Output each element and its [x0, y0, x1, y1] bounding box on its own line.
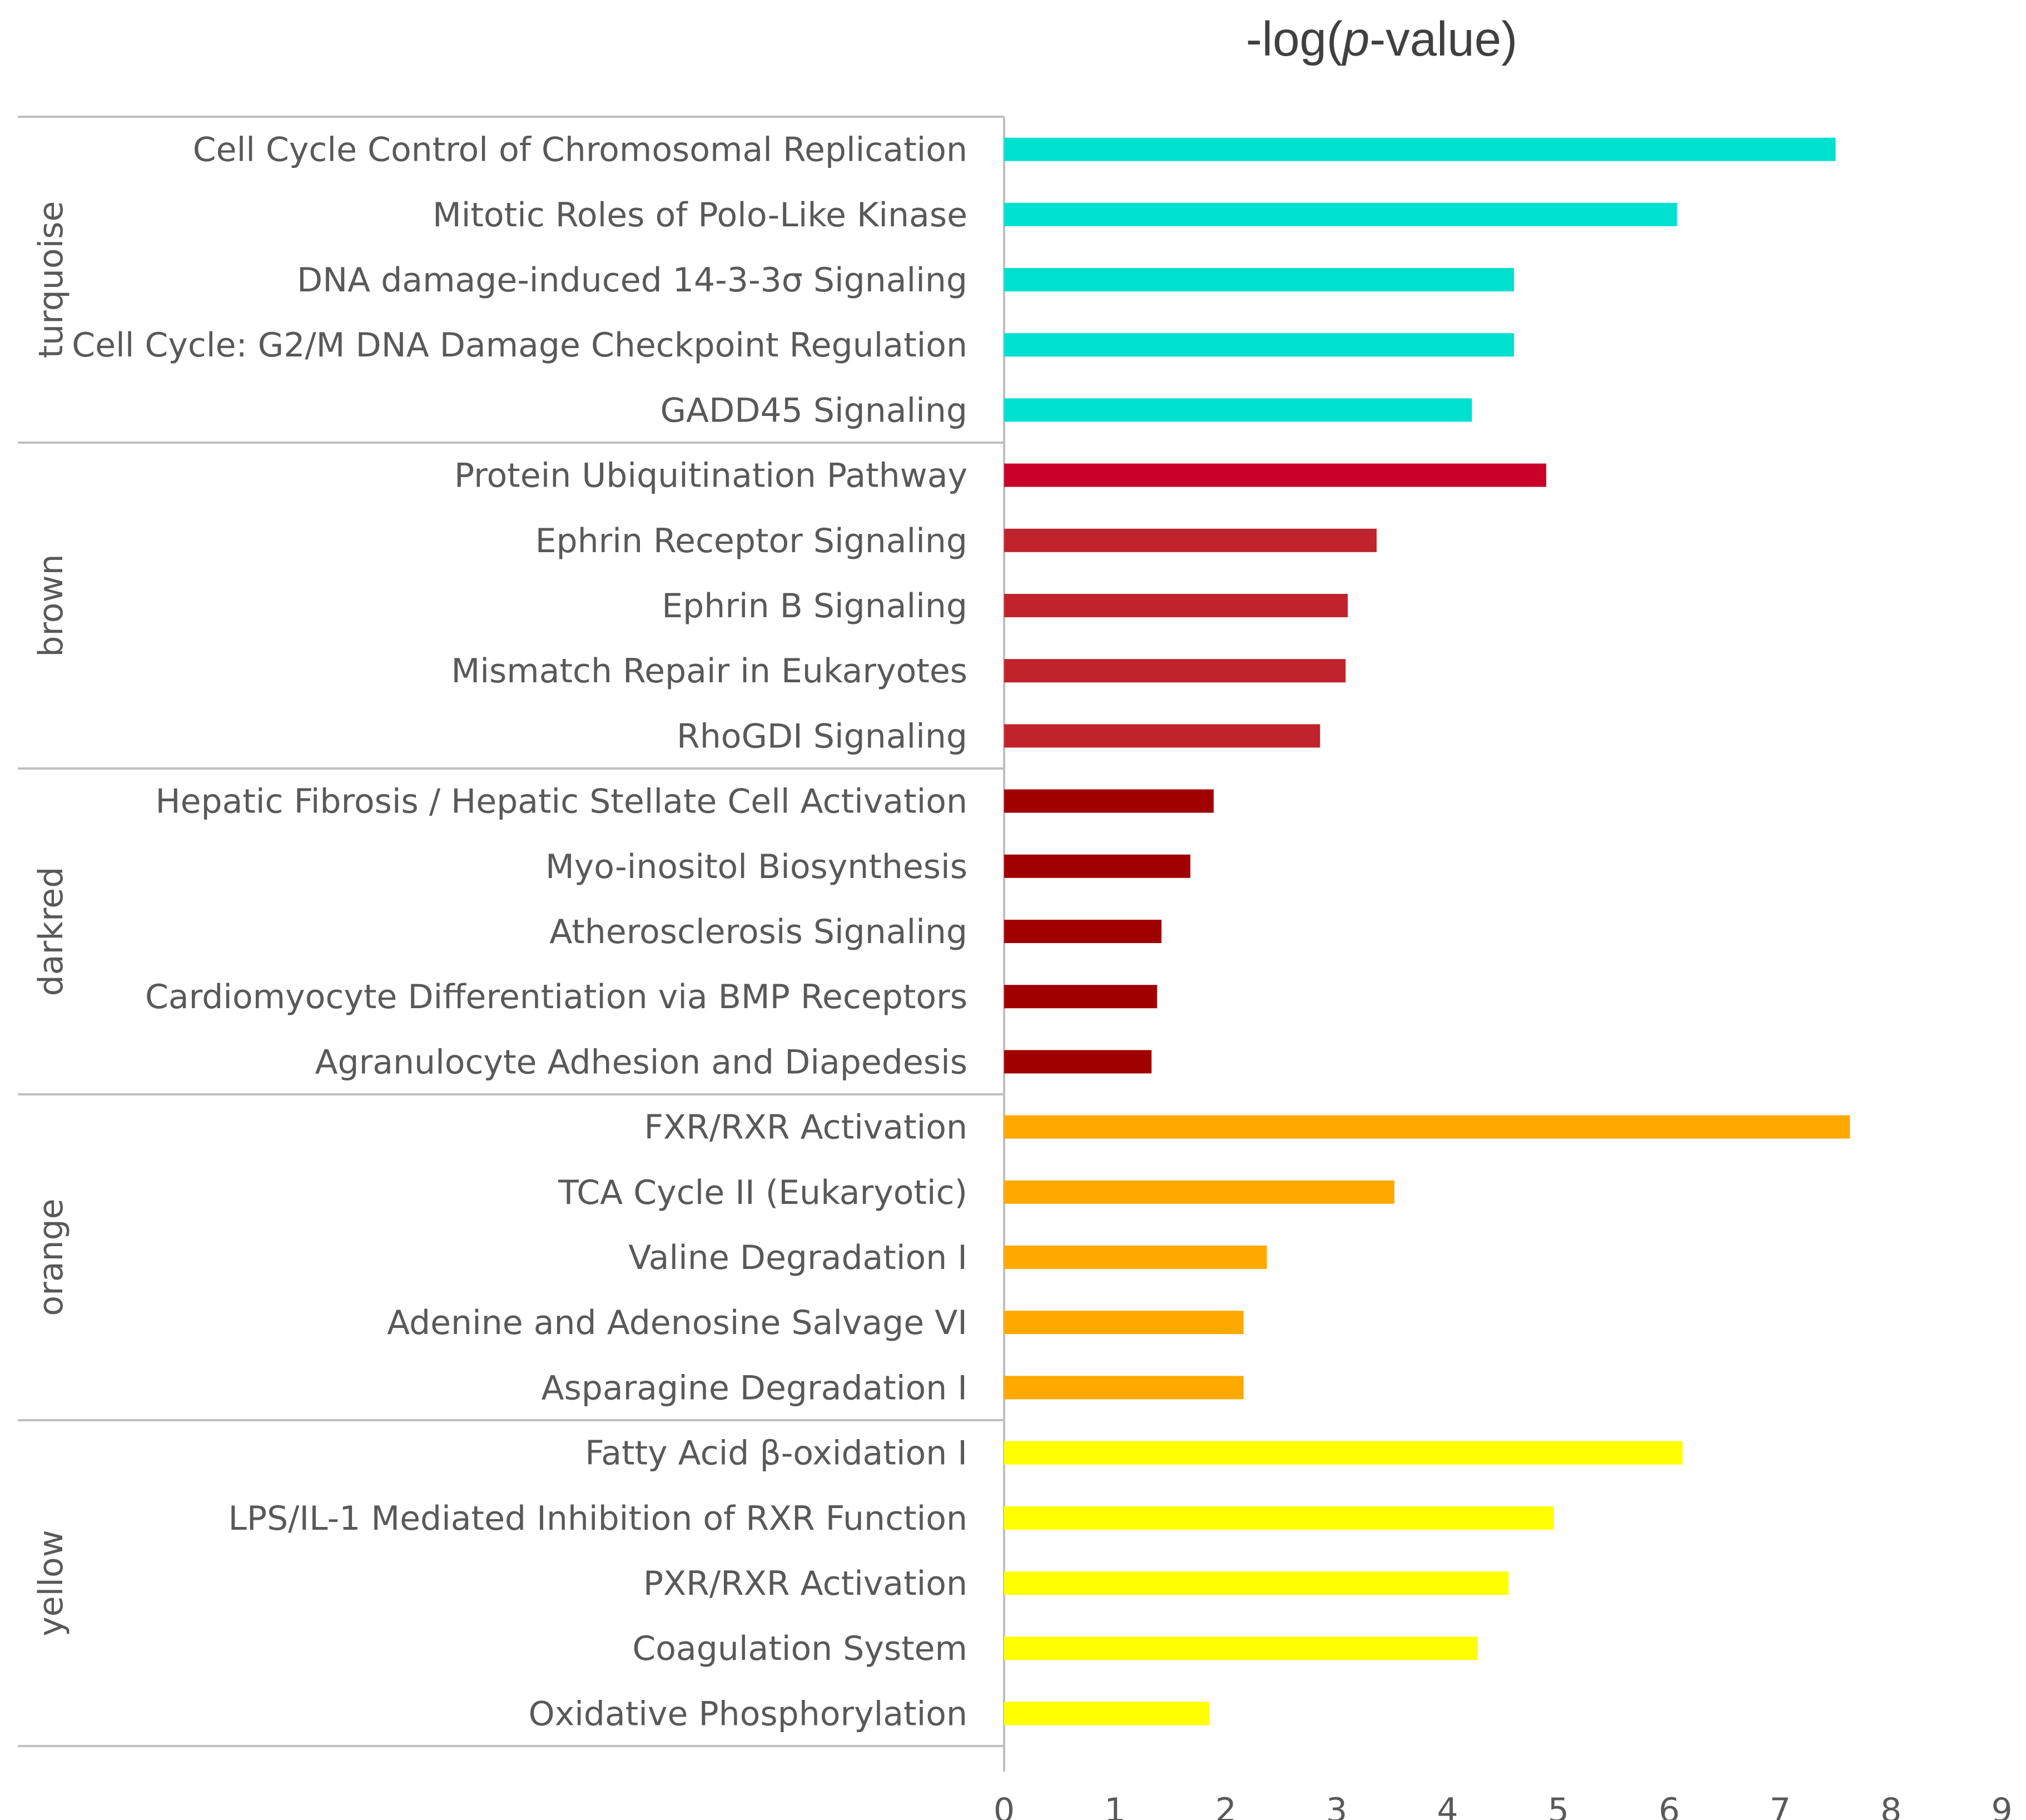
chart-title-prefix: -log( — [1246, 12, 1343, 66]
bar — [1004, 1050, 1152, 1074]
category-label: Cell Cycle Control of Chromosomal Replic… — [193, 131, 967, 170]
category-label: Asparagine Degradation I — [541, 1368, 967, 1407]
group-label: darkred — [32, 867, 71, 996]
bar — [1004, 1571, 1509, 1595]
category-label: Fatty Acid β-oxidation I — [585, 1434, 967, 1473]
category-labels-layer: Cell Cycle Control of Chromosomal Replic… — [72, 131, 967, 1734]
category-label: Coagulation System — [632, 1629, 967, 1668]
bar — [1004, 202, 1677, 226]
bar — [1004, 920, 1162, 943]
chart-title-italic: p — [1341, 12, 1369, 66]
bar — [1004, 1246, 1267, 1269]
group-label: turquoise — [32, 201, 71, 359]
chart-title: -log(p-value) — [1246, 12, 1517, 66]
bar — [1004, 724, 1320, 748]
group-label: orange — [32, 1198, 71, 1316]
x-tick-labels-layer: 0 1 2 3 4 5 6 7 8 9 — [994, 1791, 2013, 1820]
category-label: TCA Cycle II (Eukaryotic) — [558, 1173, 967, 1212]
bar — [1004, 1376, 1244, 1400]
x-tick-label: 4 — [1437, 1791, 1458, 1820]
bar — [1004, 1311, 1244, 1335]
category-label: Ephrin Receptor Signaling — [535, 522, 967, 561]
category-label: DNA damage-induced 14-3-3σ Signaling — [297, 261, 967, 300]
group-label: brown — [32, 554, 71, 657]
bar — [1004, 1636, 1478, 1660]
bar — [1004, 659, 1346, 683]
bar — [1004, 463, 1547, 487]
category-label: Myo-inositol Biosynthesis — [545, 847, 967, 886]
category-label: Mitotic Roles of Polo-Like Kinase — [433, 196, 967, 235]
x-tick-label: 7 — [1770, 1791, 1791, 1820]
category-label: FXR/RXR Activation — [644, 1108, 967, 1147]
bar — [1004, 594, 1348, 617]
category-label: Mismatch Repair in Eukaryotes — [451, 652, 967, 691]
category-label: RhoGDI Signaling — [677, 717, 967, 756]
bar — [1004, 1180, 1394, 1204]
category-label: Atherosclerosis Signaling — [549, 913, 967, 951]
category-label: Agranulocyte Adhesion and Diapedesis — [315, 1043, 967, 1082]
bar — [1004, 137, 1836, 161]
x-tick-label: 3 — [1326, 1791, 1347, 1820]
group-labels-layer: turquoise brown darkred orange yellow — [32, 201, 71, 1636]
bar — [1004, 528, 1377, 552]
bar — [1004, 854, 1190, 878]
bar — [1004, 398, 1472, 422]
category-label: Protein Ubiquitination Pathway — [454, 457, 967, 495]
category-label: Hepatic Fibrosis / Hepatic Stellate Cell… — [155, 782, 967, 821]
category-label: GADD45 Signaling — [661, 391, 967, 430]
category-frame — [18, 116, 1005, 1772]
category-label: PXR/RXR Activation — [643, 1564, 967, 1603]
x-tick-label: 5 — [1548, 1791, 1569, 1820]
category-label: Adenine and Adenosine Salvage VI — [387, 1303, 967, 1342]
x-tick-label: 0 — [994, 1791, 1015, 1820]
category-label: Oxidative Phosphorylation — [529, 1694, 968, 1733]
x-tick-label: 8 — [1880, 1791, 1901, 1820]
bars-layer — [1004, 137, 1850, 1725]
bar — [1004, 1506, 1554, 1530]
x-tick-label: 9 — [1992, 1791, 2013, 1820]
bar — [1004, 1702, 1209, 1725]
bar — [1004, 1115, 1850, 1139]
x-tick-label: 1 — [1104, 1791, 1125, 1820]
chart-title-suffix: -value) — [1369, 12, 1517, 66]
bar — [1004, 789, 1214, 813]
category-label: Ephrin B Signaling — [662, 587, 967, 626]
bar — [1004, 985, 1158, 1009]
group-label: yellow — [32, 1530, 71, 1636]
category-label: LPS/IL-1 Mediated Inhibition of RXR Func… — [228, 1499, 967, 1538]
bar — [1004, 268, 1514, 291]
x-tick-label: 6 — [1658, 1791, 1680, 1820]
category-label: Cardiomyocyte Differentiation via BMP Re… — [145, 978, 967, 1016]
bar — [1004, 1441, 1683, 1465]
bar — [1004, 333, 1514, 357]
x-tick-label: 2 — [1215, 1791, 1237, 1820]
category-label: Cell Cycle: G2/M DNA Damage Checkpoint R… — [72, 326, 967, 365]
category-label: Valine Degradation I — [628, 1238, 967, 1277]
